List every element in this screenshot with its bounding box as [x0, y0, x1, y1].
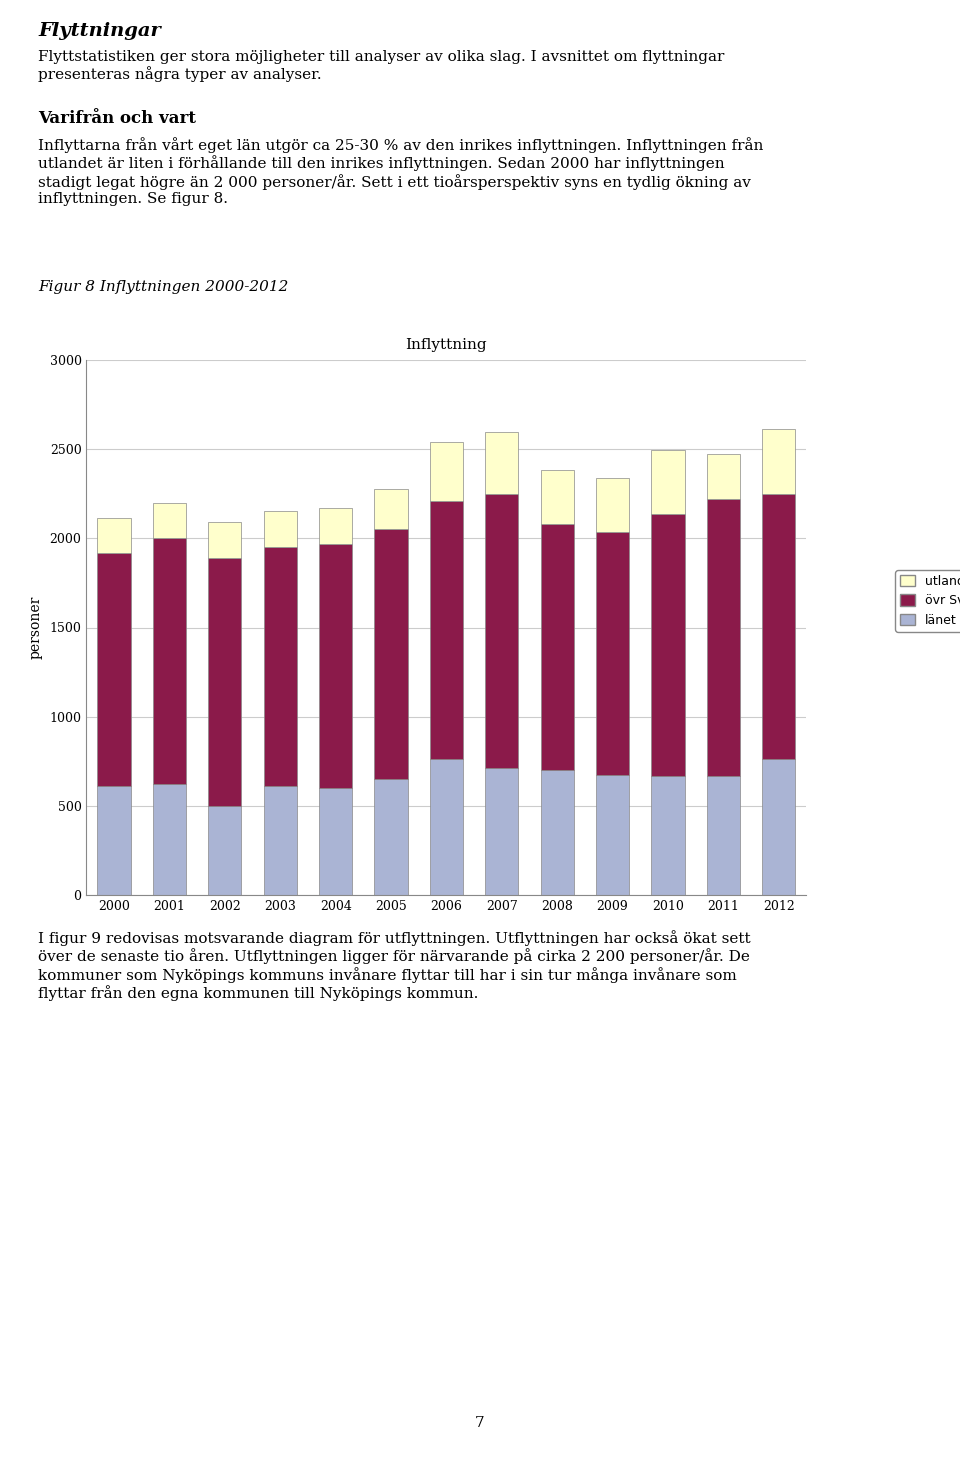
Bar: [208, 522, 242, 558]
Text: Inflyttarna från vårt eget län utgör ca 25-30 % av den inrikes inflyttningen. In: Inflyttarna från vårt eget län utgör ca …: [38, 137, 764, 205]
Text: I figur 9 redovisas motsvarande diagram för utflyttningen. Utflyttningen har ock: I figur 9 redovisas motsvarande diagram …: [38, 930, 751, 1001]
Bar: [208, 558, 242, 806]
Bar: [485, 494, 518, 768]
Bar: [98, 552, 131, 787]
Bar: [762, 494, 795, 759]
Bar: [153, 538, 186, 784]
Bar: [485, 433, 518, 494]
Bar: [430, 501, 463, 759]
Bar: [153, 784, 186, 895]
Bar: [596, 775, 629, 895]
Bar: [762, 428, 795, 494]
Legend: utlandet, övr Sverige, länet: utlandet, övr Sverige, länet: [895, 570, 960, 631]
Bar: [707, 453, 740, 500]
Bar: [651, 450, 684, 514]
Bar: [651, 777, 684, 895]
Bar: [319, 788, 352, 895]
Bar: [540, 525, 574, 771]
Title: Inflyttning: Inflyttning: [405, 338, 488, 353]
Bar: [98, 517, 131, 552]
Bar: [485, 768, 518, 895]
Bar: [208, 806, 242, 895]
Bar: [707, 777, 740, 895]
Bar: [374, 490, 408, 529]
Bar: [264, 787, 297, 895]
Text: 7: 7: [475, 1416, 485, 1429]
Bar: [430, 759, 463, 895]
Bar: [540, 469, 574, 525]
Bar: [264, 548, 297, 787]
Text: Flyttstatistiken ger stora möjligheter till analyser av olika slag. I avsnittet : Flyttstatistiken ger stora möjligheter t…: [38, 50, 725, 83]
Text: Figur 8 Inflyttningen 2000-2012: Figur 8 Inflyttningen 2000-2012: [38, 280, 289, 294]
Bar: [596, 478, 629, 532]
Bar: [153, 503, 186, 538]
Bar: [319, 508, 352, 543]
Bar: [430, 441, 463, 501]
Bar: [98, 787, 131, 895]
Bar: [374, 779, 408, 895]
Y-axis label: personer: personer: [29, 596, 42, 659]
Bar: [762, 759, 795, 895]
Bar: [264, 511, 297, 548]
Bar: [374, 529, 408, 779]
Bar: [651, 514, 684, 777]
Text: Varifrån och vart: Varifrån och vart: [38, 109, 197, 127]
Bar: [540, 771, 574, 895]
Bar: [707, 500, 740, 777]
Text: Flyttningar: Flyttningar: [38, 22, 161, 39]
Bar: [596, 532, 629, 775]
Bar: [319, 543, 352, 788]
